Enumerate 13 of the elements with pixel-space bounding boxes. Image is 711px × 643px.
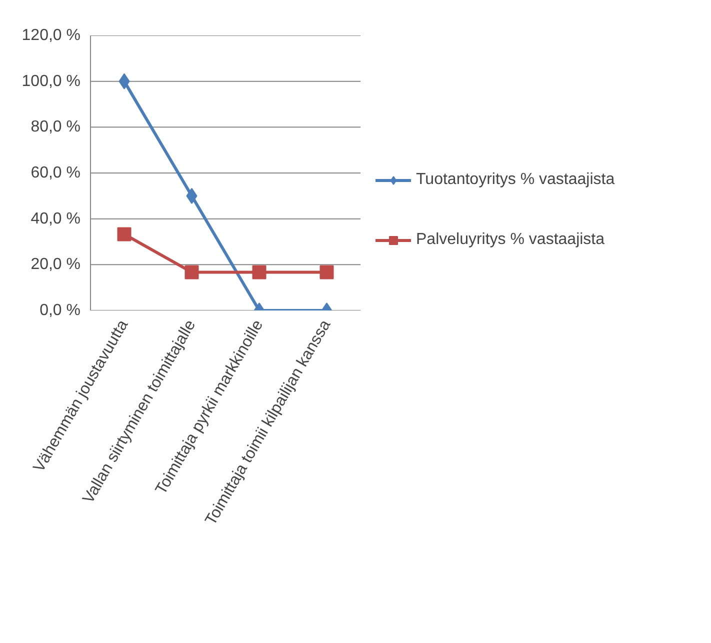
y-tick-label: 20,0 % bbox=[30, 256, 80, 274]
point bbox=[320, 265, 334, 280]
y-tick-label: 0,0 % bbox=[40, 302, 81, 319]
point bbox=[117, 227, 132, 242]
y-tick-label: 40,0 % bbox=[30, 210, 80, 228]
y-tick-label: 80,0 % bbox=[30, 118, 80, 136]
y-tick-label: 120,0 % bbox=[22, 27, 81, 44]
point bbox=[252, 265, 266, 280]
legend-label: Tuotantoyritys % vastaajista bbox=[416, 171, 615, 189]
legend-label: Palveluyritys % vastaajista bbox=[416, 231, 605, 249]
point bbox=[184, 265, 199, 280]
y-tick-label: 60,0 % bbox=[30, 164, 80, 182]
y-tick-label: 100,0 % bbox=[22, 72, 81, 90]
